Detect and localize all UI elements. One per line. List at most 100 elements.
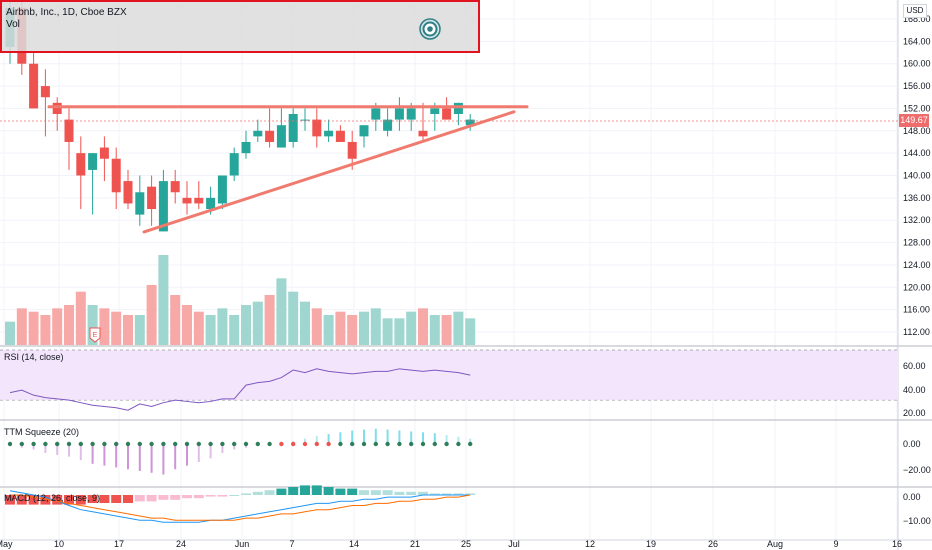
price-tick-label: 156.00 (903, 81, 931, 91)
price-tick-label: 140.00 (903, 171, 931, 181)
rsi-tick-label: 40.00 (903, 385, 926, 395)
ttm-dot (385, 441, 390, 447)
rsi-pane (0, 349, 898, 411)
macd-histogram-bar (217, 495, 228, 497)
price-tick-label: 148.00 (903, 126, 931, 136)
candle-body (383, 119, 393, 131)
candle-body (206, 197, 216, 210)
candle-body (52, 102, 62, 115)
ttm-dot (161, 441, 166, 447)
volume-bar (87, 305, 98, 345)
time-tick-label: 17 (114, 539, 124, 549)
candle-body (88, 153, 98, 170)
price-tick-label: 160.00 (903, 59, 931, 69)
macd-histogram-bar (264, 490, 275, 495)
macd-histogram-bar (99, 495, 110, 503)
symbol-header[interactable]: Airbnb, Inc., 1D, Cboe BZX Vol (0, 0, 480, 53)
ttm-dot (468, 441, 473, 447)
volume-bar (111, 311, 122, 345)
volume-bar (134, 315, 145, 345)
ttm-dot (291, 441, 296, 447)
macd-histogram-bar (441, 493, 452, 495)
earnings-marker[interactable]: E (89, 327, 101, 343)
volume-bar (465, 318, 476, 345)
ttm-dot (314, 441, 319, 447)
macd-pane (5, 485, 476, 523)
ttm-dot (409, 441, 414, 447)
macd-histogram-bar (111, 495, 122, 503)
volume-bar (193, 311, 204, 345)
trendlines[interactable] (47, 105, 529, 234)
volume-bar (170, 295, 181, 345)
volume-bar (453, 311, 464, 345)
ttm-dot (397, 441, 402, 447)
volume-bar (300, 301, 310, 345)
candle-body (406, 108, 416, 120)
volume-bar (311, 308, 322, 345)
volume-bar (406, 311, 417, 345)
price-tick-label: 116.00 (903, 305, 930, 315)
ttm-tick-label: 0.00 (903, 439, 921, 449)
macd-histogram-bar (16, 495, 27, 505)
ttm-dot (338, 441, 343, 447)
time-tick-label: 16 (892, 539, 902, 549)
macd-histogram-bar (205, 495, 216, 497)
volume-bar (276, 278, 287, 345)
ttm-dot (373, 441, 378, 447)
macd-histogram-bar (229, 495, 240, 496)
macd-histogram-bar (311, 485, 322, 495)
candle-body (394, 108, 404, 120)
earnings-label: E (93, 332, 98, 339)
volume-bar (429, 315, 440, 345)
ttm-dot (196, 441, 201, 447)
target-icon (419, 18, 441, 40)
ttm-dot (66, 441, 72, 447)
time-tick-label: May (0, 539, 13, 549)
volume-bar (359, 311, 369, 345)
volume-bar (229, 315, 240, 345)
rsi-label[interactable]: RSI (14, close) (4, 352, 64, 362)
volume-bar (75, 291, 86, 345)
price-axis[interactable]: 168.00 164.00 160.00 156.00 152.00 148.00 144.… (903, 14, 931, 526)
macd-histogram-bar (182, 495, 192, 499)
ttm-dot (78, 441, 84, 447)
symbol-title[interactable]: Airbnb, Inc., 1D, Cboe BZX (6, 7, 127, 18)
candle-body (465, 119, 475, 126)
volume-bar (123, 315, 133, 345)
time-tick-label: 21 (410, 539, 420, 549)
macd-histogram-bar (288, 487, 299, 495)
macd-histogram-bar (252, 491, 263, 495)
candle-body (182, 197, 192, 204)
ttm-dot (137, 441, 142, 447)
volume-bar (347, 315, 358, 345)
volume-bar (28, 311, 39, 345)
volume-bar (335, 311, 346, 345)
volume-bar (146, 285, 157, 345)
macd-histogram-bar (28, 495, 39, 505)
candle-body (335, 130, 345, 142)
candle-body (265, 130, 275, 142)
ttm-dot (55, 441, 60, 447)
candle-body (359, 125, 369, 137)
volume-bar (394, 318, 405, 345)
candle-body (147, 186, 157, 210)
candle-body (241, 141, 251, 154)
macd-histogram-bar (453, 493, 464, 495)
macd-histogram-bar (170, 495, 181, 500)
trendline-support (142, 110, 516, 234)
signal-line (10, 494, 471, 521)
macd-histogram-bar (87, 495, 98, 503)
time-axis[interactable]: May 10 17 24 Jun 7 14 21 25 Jul 12 19 26 Aug 9 16 (0, 539, 902, 549)
candle-body (170, 181, 180, 193)
rsi-band (0, 350, 898, 401)
candle-body (453, 102, 463, 115)
macd-label[interactable]: MACD (12, 26, close, 9) (4, 493, 101, 503)
time-tick-label: Aug (767, 539, 783, 549)
volume-bar (52, 308, 63, 345)
ttm-label[interactable]: TTM Squeeze (20) (4, 427, 80, 437)
candle-body (158, 181, 168, 232)
current-price-tag: 149.67 (899, 114, 929, 127)
currency-label[interactable]: USD (903, 4, 927, 18)
candle-body (312, 119, 322, 137)
